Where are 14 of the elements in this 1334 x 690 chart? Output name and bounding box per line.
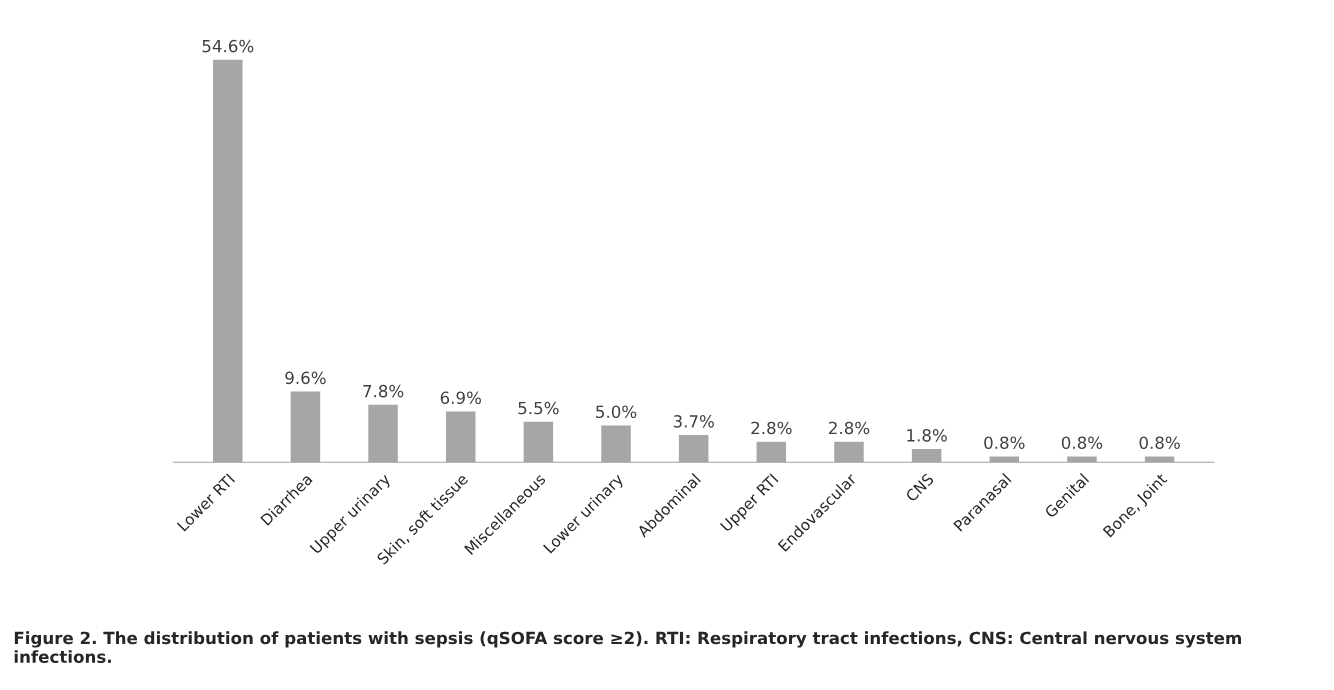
data-label: 2.8% xyxy=(829,421,870,435)
data-label: 5.0% xyxy=(596,405,637,419)
data-label: 0.8% xyxy=(1061,436,1103,450)
data-label: 9.6% xyxy=(285,371,326,385)
data-label: 3.7% xyxy=(673,415,714,428)
data-label: 0.8% xyxy=(984,436,1025,450)
data-label: 1.8% xyxy=(907,429,947,442)
data-label: 6.9% xyxy=(440,391,481,405)
data-label: 54.6% xyxy=(202,39,254,53)
data-label: 0.8% xyxy=(1139,436,1180,450)
data-label: 2.8% xyxy=(751,421,792,435)
data-label: 5.5% xyxy=(518,401,559,415)
data-label: 7.8% xyxy=(363,384,404,398)
caption: Figure 2. The distribution of patients with sepsis (qSOFA score ≥2). RTI: Respiratory tract infections, CNS: Central nervous system infections. xyxy=(14,631,1241,664)
